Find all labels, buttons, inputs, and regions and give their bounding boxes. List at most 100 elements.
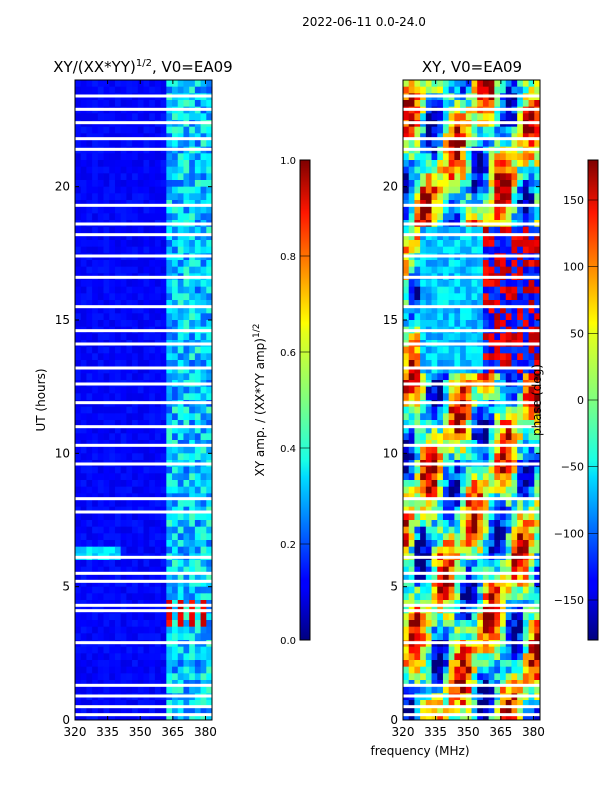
heatmap-cell	[408, 186, 415, 194]
heatmap-cell	[194, 426, 201, 434]
heatmap-cell	[172, 260, 179, 268]
heatmap-cell	[528, 160, 535, 168]
heatmap-cell	[114, 646, 122, 654]
heatmap-cell	[126, 513, 133, 521]
heatmap-cell	[522, 560, 529, 568]
heatmap-cell	[143, 666, 150, 674]
heatmap-cell	[97, 546, 104, 554]
heatmap-cell	[103, 680, 110, 688]
heatmap-cell	[143, 706, 150, 714]
heatmap-cell	[103, 346, 110, 354]
heatmap-cell	[109, 86, 116, 94]
heatmap-cell	[189, 713, 196, 721]
heatmap-cell	[194, 260, 201, 268]
heatmap-cell	[189, 473, 196, 481]
heatmap-cell	[425, 566, 432, 574]
heatmap-cell	[528, 126, 535, 134]
heatmap-cell	[505, 513, 512, 521]
heatmap-cell	[477, 493, 484, 501]
heatmap-cell	[143, 573, 150, 581]
heatmap-cell	[494, 713, 501, 721]
heatmap-cell	[103, 160, 110, 168]
heatmap-cell	[189, 166, 196, 174]
heatmap-cell	[517, 560, 524, 568]
colorbar-tick-label: −150	[554, 594, 584, 607]
heatmap-cell	[488, 153, 495, 161]
heatmap-cell	[534, 546, 541, 554]
heatmap-cell	[465, 160, 472, 168]
heatmap-cell	[166, 113, 173, 121]
heatmap-cell	[137, 166, 144, 174]
heatmap-cell	[160, 653, 167, 661]
heatmap-cell	[488, 673, 495, 681]
heatmap-cell	[431, 506, 438, 514]
heatmap-cell	[206, 620, 213, 628]
heatmap-cell	[500, 80, 507, 88]
heatmap-cell	[114, 86, 122, 94]
heatmap-cell	[103, 433, 110, 441]
heatmap-cell	[528, 113, 535, 121]
heatmap-cell	[408, 633, 415, 641]
heatmap-cell	[465, 626, 472, 634]
heatmap-cell	[408, 133, 415, 141]
heatmap-cell	[149, 306, 156, 314]
heatmap-cell	[522, 313, 529, 321]
x-tick-label: 350	[129, 725, 152, 739]
heatmap-cell	[488, 186, 495, 194]
heatmap-cell	[408, 706, 415, 714]
heatmap-cell	[471, 613, 478, 621]
heatmap-cell	[442, 100, 450, 108]
heatmap-cell	[80, 633, 87, 641]
heatmap-cell	[143, 360, 150, 368]
heatmap-cell	[517, 673, 524, 681]
heatmap-cell	[517, 86, 524, 94]
heatmap-cell	[172, 566, 179, 574]
heatmap-cell	[528, 500, 535, 508]
heatmap-cell	[154, 166, 162, 174]
heatmap-cell	[92, 226, 99, 234]
heatmap-cell	[528, 346, 535, 354]
heatmap-cell	[103, 113, 110, 121]
heatmap-cell	[183, 620, 190, 628]
heatmap-cell	[172, 173, 179, 181]
heatmap-cell	[149, 366, 156, 374]
heatmap-cell	[109, 480, 116, 488]
heatmap-cell	[132, 646, 139, 654]
heatmap-cell	[183, 320, 190, 328]
heatmap-cell	[172, 633, 179, 641]
heatmap-cell	[160, 486, 167, 494]
heatmap-cell	[126, 633, 133, 641]
heatmap-cell	[471, 673, 478, 681]
heatmap-cell	[149, 506, 156, 514]
flagged-gap-line	[403, 222, 540, 226]
heatmap-cell	[500, 86, 507, 94]
heatmap-cell	[454, 660, 461, 668]
heatmap-cell	[425, 600, 432, 608]
heatmap-cell	[403, 646, 410, 654]
heatmap-cell	[431, 526, 438, 534]
heatmap-cell	[505, 153, 512, 161]
heatmap-cell	[408, 626, 415, 634]
flagged-gap-line	[403, 305, 540, 309]
heatmap-cell	[80, 706, 87, 714]
heatmap-cell	[200, 533, 207, 541]
heatmap-cell	[97, 333, 104, 341]
heatmap-cell	[477, 520, 484, 528]
heatmap-cell	[114, 373, 122, 381]
heatmap-cell	[403, 226, 410, 234]
heatmap-cell	[120, 660, 127, 668]
heatmap-cell	[132, 286, 139, 294]
heatmap-cell	[500, 233, 507, 241]
heatmap-cell	[517, 80, 524, 88]
heatmap-cell	[86, 700, 93, 708]
heatmap-cell	[420, 166, 427, 174]
heatmap-cell	[103, 133, 110, 141]
heatmap-cell	[177, 260, 184, 268]
heatmap-cell	[477, 706, 484, 714]
heatmap-cell	[534, 213, 541, 221]
heatmap-cell	[534, 133, 541, 141]
heatmap-cell	[403, 206, 410, 214]
heatmap-cell	[166, 613, 173, 621]
heatmap-cell	[166, 226, 173, 234]
heatmap-cell	[488, 173, 495, 181]
